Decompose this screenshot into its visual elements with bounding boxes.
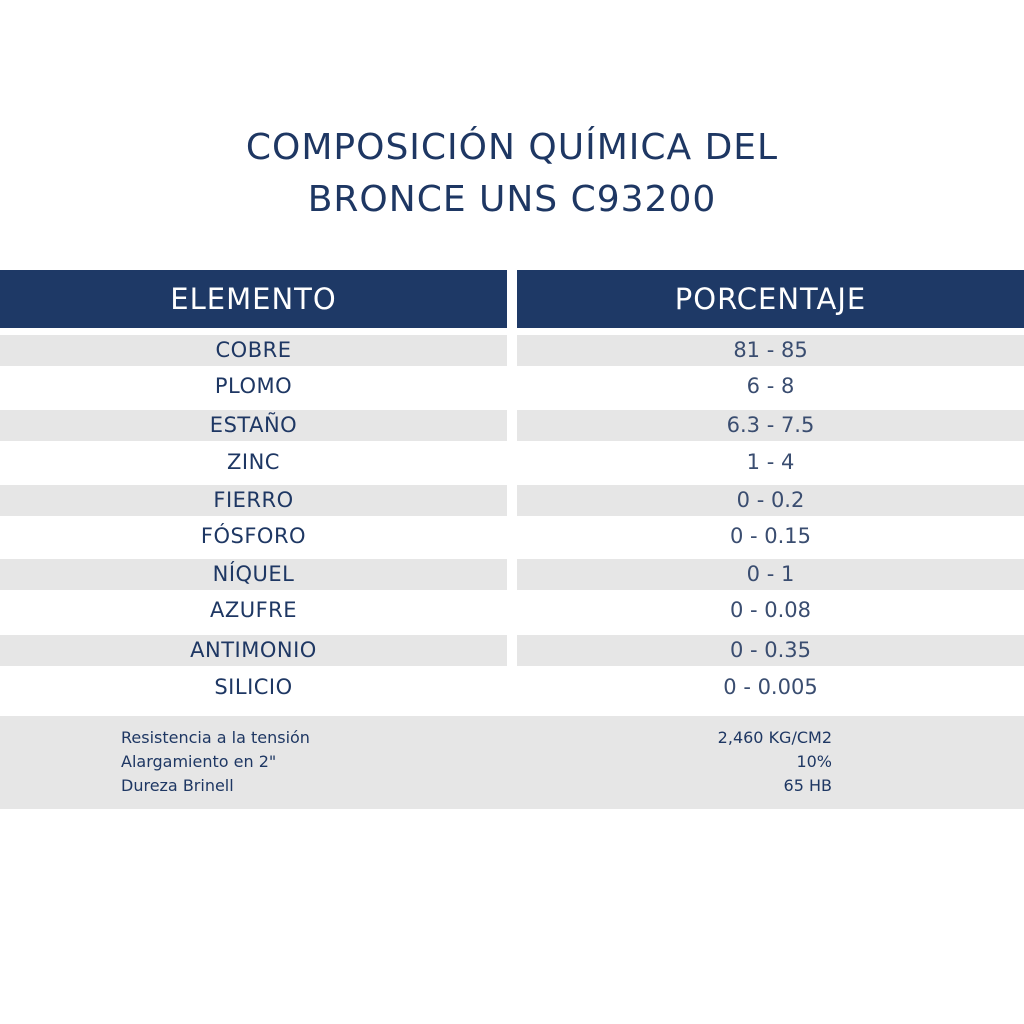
element-name: NÍQUEL [0,559,507,590]
element-percent: 6 - 8 [746,374,795,398]
page-title: COMPOSICIÓN QUÍMICA DEL BRONCE UNS C9320… [0,122,1024,226]
property-label: Alargamiento en 2" [121,752,277,771]
property-label: Dureza Brinell [121,776,234,795]
property-value: 10% [796,752,832,771]
element-name: SILICIO [214,675,293,699]
element-name: ESTAÑO [0,410,507,441]
property-label: Resistencia a la tensión [121,728,310,747]
header-elemento: ELEMENTO [0,270,507,328]
element-percent: 0 - 0.35 [517,635,1024,666]
table-row: PLOMO 6 - 8 [0,371,1024,402]
title-line-1: COMPOSICIÓN QUÍMICA DEL [245,127,779,168]
table-row: SILICIO 0 - 0.005 [0,672,1024,703]
table-row: FIERRO 0 - 0.2 [0,485,1024,516]
element-percent: 0 - 0.08 [729,598,812,622]
element-percent: 6.3 - 7.5 [517,410,1024,441]
element-percent: 0 - 0.2 [517,485,1024,516]
element-name: PLOMO [214,374,293,398]
table-row: ANTIMONIO 0 - 0.35 [0,635,1024,666]
property-values: 2,460 KG/CM2 10% 65 HB [718,726,832,798]
element-percent: 81 - 85 [517,335,1024,366]
element-percent: 1 - 4 [746,450,795,474]
table-row: ZINC 1 - 4 [0,447,1024,478]
title-line-2: BRONCE UNS C93200 [307,179,717,220]
mechanical-properties: Resistencia a la tensión Alargamiento en… [0,716,1024,809]
table-row: FÓSFORO 0 - 0.15 [0,521,1024,552]
table-row: AZUFRE 0 - 0.08 [0,595,1024,626]
table-row: NÍQUEL 0 - 1 [0,559,1024,590]
element-name: COBRE [0,335,507,366]
element-percent: 0 - 1 [517,559,1024,590]
element-name: ZINC [227,450,280,474]
element-percent: 0 - 0.15 [729,524,812,548]
property-value: 2,460 KG/CM2 [717,728,832,747]
element-name: FÓSFORO [200,524,307,548]
property-value: 65 HB [783,776,832,795]
element-name: ANTIMONIO [0,635,507,666]
property-labels: Resistencia a la tensión Alargamiento en… [121,726,310,798]
element-name: FIERRO [0,485,507,516]
element-name: AZUFRE [209,598,298,622]
element-percent: 0 - 0.005 [723,675,818,699]
table-row: ESTAÑO 6.3 - 7.5 [0,410,1024,441]
header-porcentaje: PORCENTAJE [517,270,1024,328]
table-row: COBRE 81 - 85 [0,335,1024,366]
